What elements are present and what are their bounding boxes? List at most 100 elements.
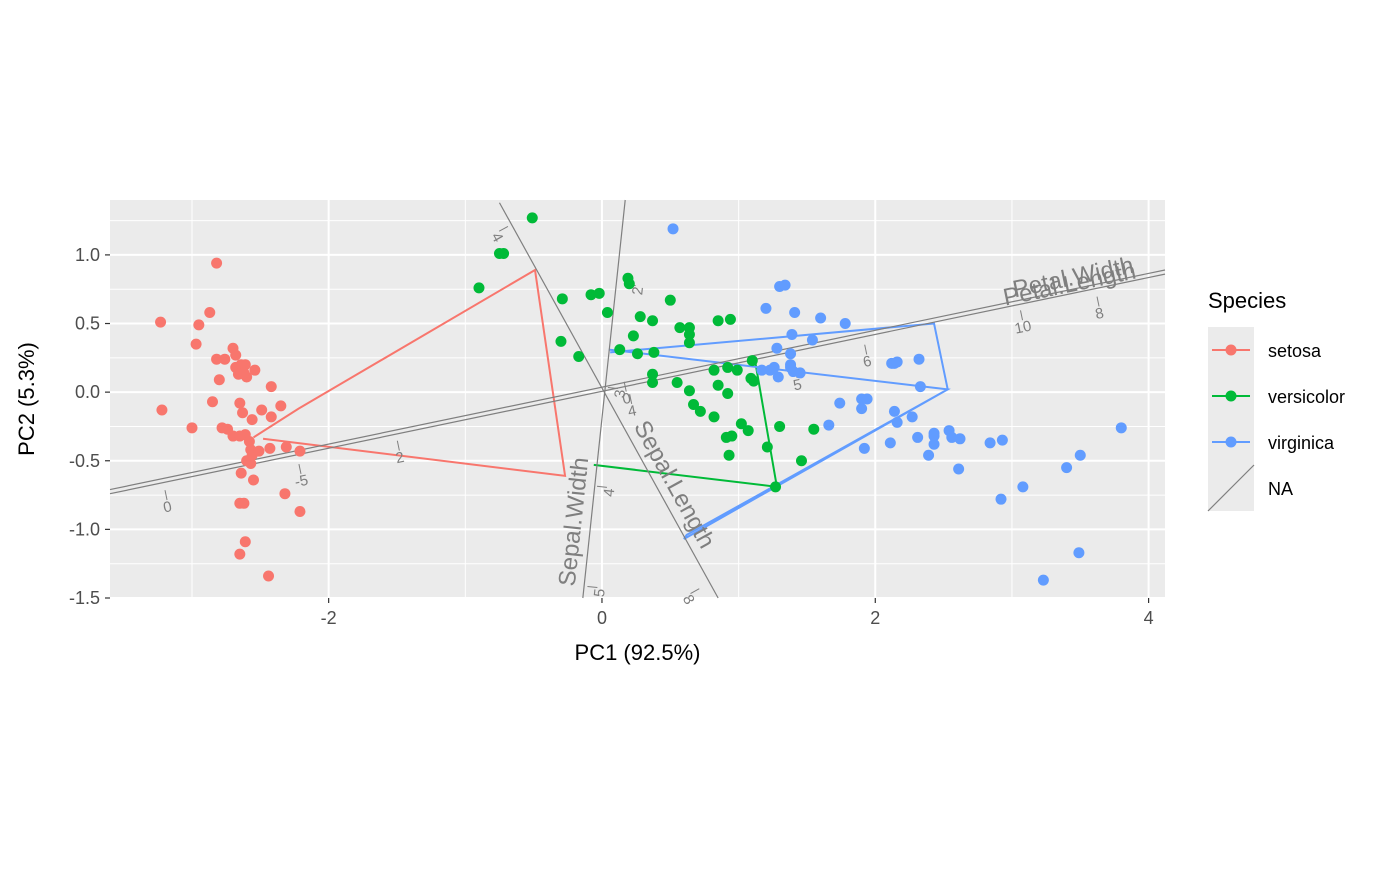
setosa-point: [294, 506, 306, 518]
virginica-point: [913, 353, 925, 365]
virginica-point: [1037, 574, 1049, 586]
virginica-point: [912, 431, 924, 443]
virginica-point: [760, 302, 772, 314]
virginica-point: [946, 431, 958, 443]
setosa-point: [256, 404, 268, 416]
x-tick-label: 2: [870, 608, 880, 628]
versicolor-point: [664, 294, 676, 306]
versicolor-point: [683, 322, 695, 334]
versicolor-point: [648, 346, 660, 358]
legend-label: versicolor: [1268, 387, 1345, 407]
versicolor-point: [593, 287, 605, 299]
virginica-point: [764, 364, 776, 376]
setosa-point: [190, 338, 202, 350]
versicolor-point: [770, 481, 782, 493]
major-gridlines: [110, 200, 1165, 599]
setosa-point: [230, 349, 242, 361]
virginica-point: [928, 438, 940, 450]
y-tick-label: -1.0: [69, 519, 100, 539]
Petal.Width-tick-mark: [623, 381, 627, 392]
versicolor-point: [708, 364, 720, 376]
setosa-point: [213, 374, 225, 386]
legend-title: Species: [1208, 288, 1286, 313]
virginica-point: [789, 307, 801, 319]
setosa-point: [265, 381, 277, 393]
setosa-point: [204, 307, 216, 319]
setosa-point: [234, 397, 246, 409]
setosa-point: [294, 445, 306, 457]
setosa-point: [247, 474, 259, 486]
Petal.Width-axis: [109, 269, 1166, 491]
setosa-point: [234, 548, 246, 560]
versicolor-point: [526, 212, 538, 224]
versicolor-point: [634, 311, 646, 323]
versicolor-point: [632, 348, 643, 360]
Sepal.Width-tick-mark: [596, 485, 607, 488]
legend-label: setosa: [1268, 341, 1322, 361]
versicolor-point: [688, 398, 700, 410]
Petal.Width-tick-label: 10: [1013, 318, 1033, 338]
setosa-point: [239, 536, 251, 548]
versicolor-point: [683, 337, 695, 349]
virginica-point: [756, 364, 768, 376]
versicolor-point: [712, 379, 724, 391]
setosa-point: [264, 442, 276, 454]
na-legend-line: [1207, 464, 1255, 512]
x-axis-ticks: -2 0 2 4: [321, 598, 1154, 628]
legend-label: virginica: [1268, 433, 1335, 453]
Petal.Length-tick-mark: [396, 440, 400, 451]
versicolor-point: [623, 278, 635, 290]
virginica-point: [1115, 422, 1127, 434]
versicolor-point: [761, 441, 773, 453]
versicolor-point: [585, 289, 597, 301]
virginica-point: [984, 437, 996, 449]
y-axis-ticks: 1.0 0.5 0.0 -0.5 -1.0 -1.5: [69, 245, 110, 608]
versicolor-point: [722, 361, 734, 373]
y-axis-label: PC2 (5.3%): [14, 342, 39, 456]
virginica-point: [772, 371, 784, 383]
versicolor-point: [473, 282, 485, 294]
setosa-point: [279, 488, 291, 500]
versicolor-point: [671, 377, 683, 389]
virginica-point: [806, 334, 818, 346]
setosa-hull: [252, 268, 567, 478]
virginica-point: [1073, 547, 1085, 559]
virginica-point: [1061, 462, 1073, 474]
virginica-point: [785, 348, 797, 360]
virginica-point: [996, 434, 1008, 446]
y-tick-label: 0.5: [75, 314, 100, 334]
Sepal.Width-tick-mark: [587, 585, 598, 589]
setosa-point: [263, 570, 275, 582]
Petal.Length-axis: [109, 273, 1166, 495]
Petal.Length-tick-label: 6: [861, 353, 873, 371]
versicolor-point: [556, 293, 568, 305]
virginica-point: [914, 381, 926, 393]
versicolor-point: [647, 315, 659, 327]
setosa-point: [219, 353, 231, 365]
setosa-point: [245, 458, 257, 470]
versicolor-point: [647, 377, 659, 389]
versicolor-point: [708, 411, 720, 423]
Sepal.Length-tick-mark: [690, 588, 700, 594]
versicolor-point: [722, 388, 734, 400]
virginica-point: [1074, 449, 1086, 461]
y-tick-label: -1.5: [69, 588, 100, 608]
virginica-point: [839, 318, 851, 330]
versicolor-point: [735, 418, 747, 430]
virginica-point: [891, 416, 903, 428]
setosa-point: [211, 353, 223, 365]
Sepal.Width-tick-label: 4: [601, 488, 619, 498]
versicolor-point: [746, 355, 758, 367]
versicolor-point: [683, 385, 695, 397]
Sepal.Width-axis: [582, 199, 626, 599]
Sepal.Length-tick-mark: [498, 225, 509, 232]
data-points: [155, 212, 1127, 586]
setosa-point: [246, 414, 258, 426]
setosa-point: [206, 396, 218, 408]
versicolor-point: [808, 423, 820, 435]
setosa-legend-dot: [1225, 344, 1237, 356]
Petal.Length-tick-label: 2: [394, 449, 406, 467]
setosa-point: [238, 497, 250, 509]
versicolor-point: [493, 248, 505, 260]
